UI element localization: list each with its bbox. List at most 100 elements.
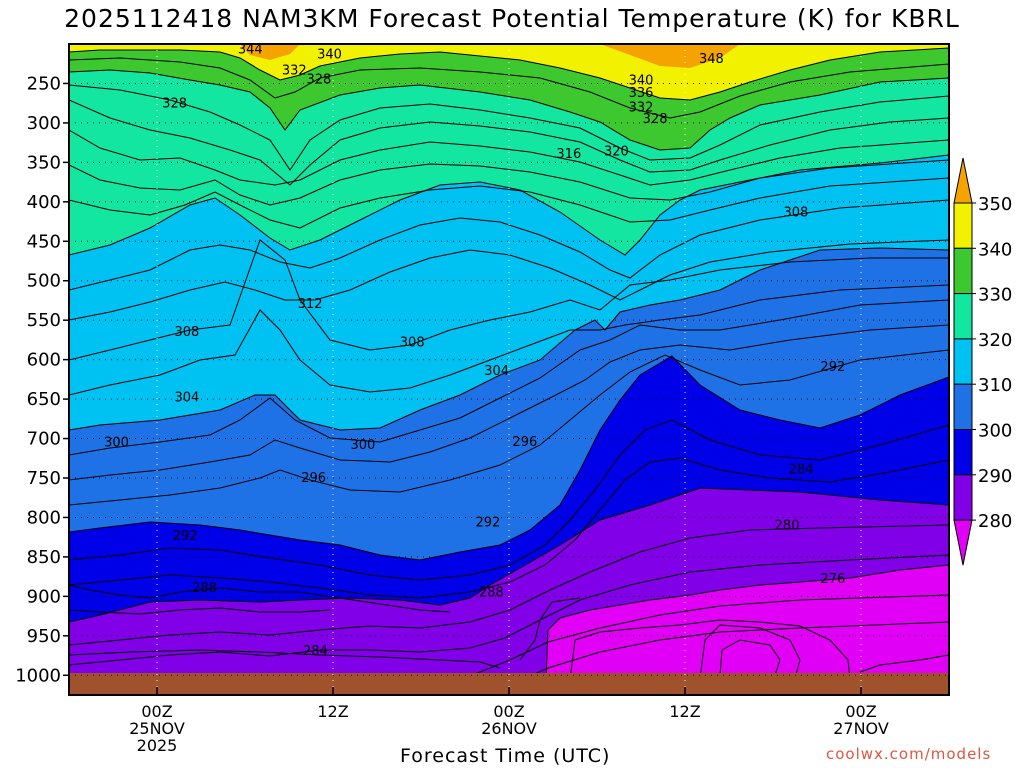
isentrope-line: [545, 564, 949, 681]
isentrope-lines: [69, 47, 949, 695]
y-tick-label: 500: [27, 271, 61, 292]
x-tick-label: 27NOV: [833, 719, 889, 738]
contour-label: 340: [317, 47, 342, 62]
isentrope-line: [69, 607, 331, 615]
contour-label: 292: [475, 515, 500, 530]
isentrope-line: [69, 355, 949, 561]
isentrope-line: [69, 177, 949, 229]
dotted-grid: [69, 44, 949, 695]
isentrope-line: [719, 639, 781, 676]
y-tick-label: 800: [27, 507, 61, 528]
y-tick-label: 600: [27, 350, 61, 371]
contour-label: 348: [699, 52, 724, 67]
colorbar-segment: [953, 519, 973, 566]
contour-label: 328: [307, 73, 332, 88]
isentrope-line: [519, 597, 581, 661]
y-tick-label: 1000: [15, 665, 61, 686]
y-axis: 250 300 350 400 450 500 550 600 650 700 750 800 850 9…: [15, 73, 69, 686]
x-tick-label: 25NOV: [129, 719, 185, 738]
contour-label: 304: [175, 391, 200, 406]
colorbar-segment: [953, 247, 973, 295]
y-tick-label: 950: [27, 626, 61, 647]
x-tick-label: 00Z: [141, 702, 172, 721]
isentrope-line: [69, 524, 949, 646]
x-tick-label: 26NOV: [481, 719, 537, 738]
contour-label: 308: [783, 205, 808, 220]
colorbar-label: 320: [978, 330, 1012, 351]
isentrope-line: [477, 621, 949, 695]
colorbar-segment: [953, 202, 973, 249]
isentrope-line: [569, 619, 851, 681]
contour-label: 312: [298, 297, 323, 312]
isentrope-line: [69, 584, 451, 613]
colorbar-label: 340: [978, 239, 1012, 260]
x-tick-label: 12Z: [669, 702, 700, 721]
colorbar-segment: [953, 293, 973, 340]
isentrope-line: [69, 129, 949, 186]
contour-label: 300: [351, 438, 376, 453]
isentrope-line: [69, 69, 949, 151]
contour-label: 296: [512, 435, 537, 450]
x-tick-label: 00Z: [493, 702, 524, 721]
isentrope-line: [69, 649, 501, 669]
colorbar-legend: 350 340 330 320 310 300 290 280: [953, 157, 1012, 566]
contour-label: 292: [820, 360, 845, 375]
contour-label: 288: [479, 586, 504, 601]
isentrope-line: [69, 239, 949, 321]
contour-label: 284: [789, 463, 814, 478]
y-tick-label: 700: [27, 429, 61, 450]
contour-label: 328: [643, 112, 668, 127]
x-tick-label: 00Z: [845, 702, 876, 721]
chart-title: 2025112418 NAM3KM Forecast Potential Tem…: [64, 4, 960, 33]
x-tick-label: 12Z: [317, 702, 348, 721]
isentrope-line: [69, 299, 949, 456]
x-axis-title: Forecast Time (UTC): [400, 745, 611, 767]
theta-band-350-plus: [240, 44, 740, 68]
isentrope-line: [69, 159, 949, 206]
y-tick-label: 650: [27, 389, 61, 410]
isentrope-line: [69, 199, 949, 291]
isentrope-line: [69, 47, 949, 101]
theta-band-340-350: [69, 44, 949, 100]
y-tick-label: 400: [27, 192, 61, 213]
contour-label: 320: [604, 145, 629, 160]
isentrope-line: [699, 624, 801, 679]
contour-label: 292: [173, 529, 198, 544]
colorbar-label: 300: [978, 421, 1012, 442]
contour-label: 300: [104, 436, 129, 451]
isentrope-line: [69, 349, 949, 506]
ground-surface: [69, 673, 949, 695]
y-tick-label: 300: [27, 113, 61, 134]
y-tick-label: 350: [27, 152, 61, 173]
y-tick-label: 850: [27, 547, 61, 568]
y-tick-label: 450: [27, 231, 61, 252]
isentrope-line: [69, 154, 949, 256]
contour-label: 308: [175, 325, 200, 340]
colorbar-segment: [953, 383, 973, 431]
contour-label: 332: [282, 63, 307, 78]
contour-label: 276: [820, 572, 845, 587]
contour-label: 296: [301, 471, 326, 486]
contour-label: 336: [629, 86, 654, 101]
colorbar-label: 280: [978, 511, 1012, 532]
colorbar-label: 290: [978, 466, 1012, 487]
contour-label: 332: [629, 100, 654, 115]
x-tick-label: 2025: [137, 736, 178, 755]
isentrope-line: [69, 239, 949, 361]
isentrope-line: [859, 654, 949, 673]
y-tick-label: 900: [27, 586, 61, 607]
y-tick-label: 250: [27, 73, 61, 94]
contour-label: 288: [192, 581, 217, 596]
isentrope-line: [69, 99, 949, 186]
isentrope-line: [69, 57, 949, 119]
colorbar-segment: [953, 338, 973, 385]
isentrope-line: [69, 84, 949, 171]
colorbar-segment: [953, 157, 973, 204]
isentrope-line: [69, 247, 949, 431]
isentrope-line: [69, 419, 949, 581]
colorbar-label: 310: [978, 375, 1012, 396]
isentrope-line: [69, 554, 949, 666]
contour-label: 344: [238, 43, 263, 58]
